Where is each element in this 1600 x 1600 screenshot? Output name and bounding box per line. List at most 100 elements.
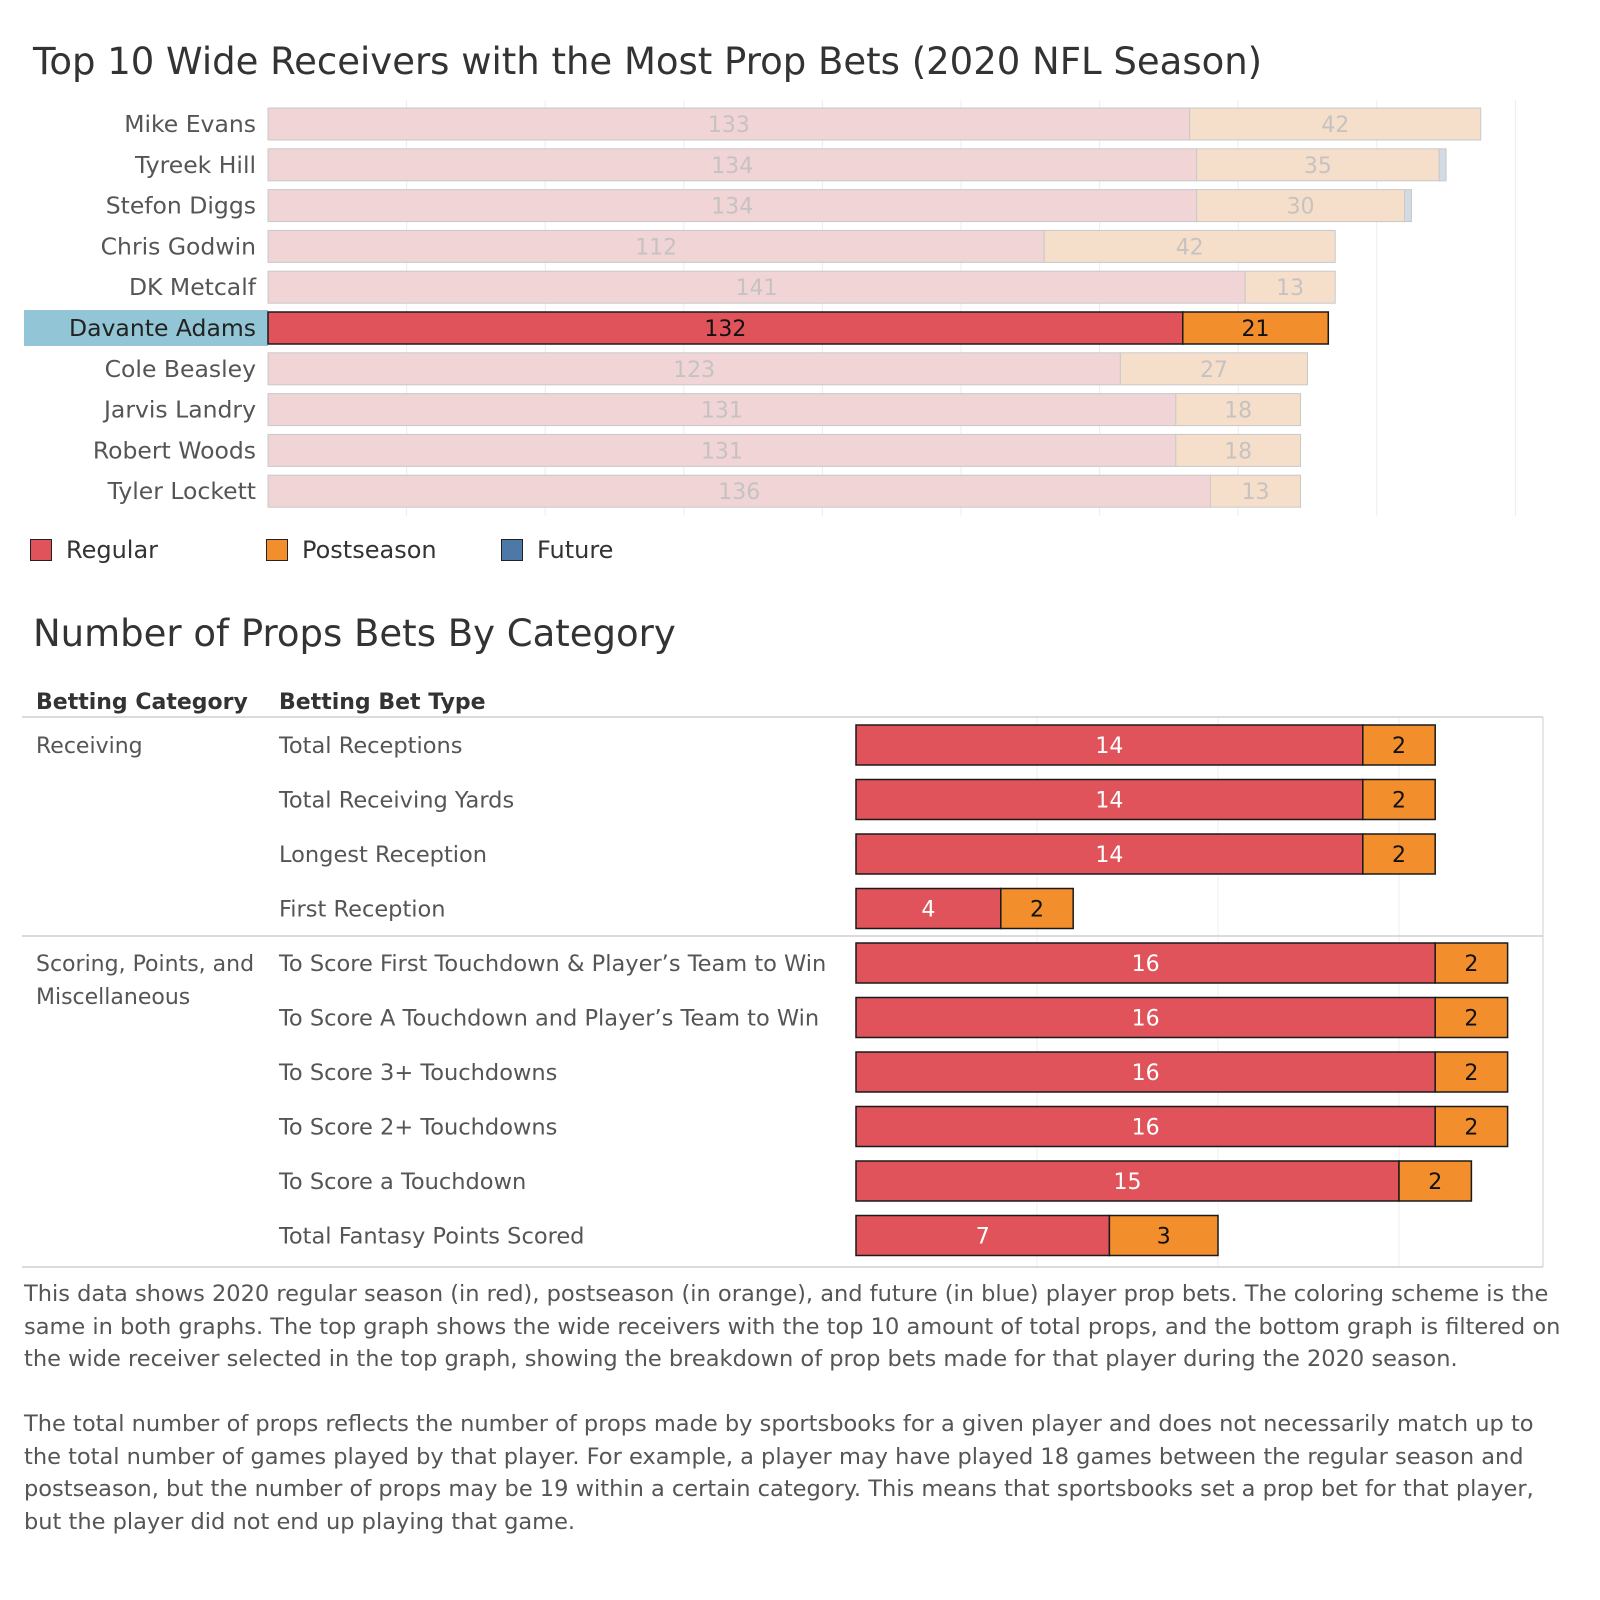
bar-postseason[interactable] [1362,724,1436,766]
bar-value-label: 4 [921,898,935,923]
bar-value-label: 18 [1224,399,1252,424]
bar-value-label: 13 [1242,480,1270,505]
bar-regular[interactable] [267,148,1198,182]
selected-row-highlight [24,310,268,346]
bar-value-label: 131 [701,399,743,424]
bar-regular[interactable] [855,887,1002,930]
legend-label-regular: Regular [66,536,159,564]
bar-regular[interactable] [855,996,1436,1039]
bar-value-label: 2 [1464,1061,1478,1086]
top-chart-title: Top 10 Wide Receivers with the Most Prop… [33,40,1263,83]
receiver-label[interactable]: Tyreek Hill [134,151,256,179]
bar-regular[interactable] [855,1105,1436,1148]
bottom-chart-title: Number of Props Bets By Category [33,612,676,655]
legend-label-future: Future [537,536,614,564]
bar-postseason[interactable] [1434,1105,1509,1148]
bar-regular[interactable] [855,942,1436,984]
bar-regular[interactable] [267,270,1246,304]
bar-value-label: 2 [1464,1116,1478,1141]
bar-future[interactable] [1404,189,1412,223]
bar-regular[interactable] [267,229,1045,263]
bar-value-label: 2 [1030,898,1044,923]
bar-value-label: 14 [1095,734,1123,759]
bar-postseason[interactable] [1182,311,1330,345]
legend-item-future[interactable]: Future [501,536,613,564]
bar-value-label: 21 [1242,317,1270,342]
bar-value-label: 7 [976,1225,990,1250]
bar-value-label: 13 [1276,276,1304,301]
bar-regular[interactable] [267,352,1121,386]
receiver-label[interactable]: Chris Godwin [101,232,256,260]
bar-value-label: 133 [708,113,750,138]
bet-type-label: To Score 3+ Touchdowns [278,1060,557,1086]
bar-postseason[interactable] [1108,1214,1219,1257]
bar-regular[interactable] [267,189,1198,223]
bet-type-label: To Score First Touchdown & Player’s Team… [278,951,826,977]
bar-postseason[interactable] [1398,1160,1473,1202]
receiver-label[interactable]: Stefon Diggs [106,192,256,220]
bar-postseason[interactable] [1244,270,1336,304]
bar-value-label: 123 [673,358,715,383]
description-paragraph-1: This data shows 2020 regular season (in … [24,1281,1561,1372]
bar-value-label: 16 [1132,1007,1160,1032]
bar-value-label: 112 [635,235,677,260]
receiver-label[interactable]: Cole Beasley [105,355,256,383]
bar-postseason[interactable] [1119,352,1309,386]
betting-category-label: Scoring, Points, and [36,952,254,977]
legend-swatch-regular [30,539,52,561]
bar-postseason[interactable] [1175,433,1302,467]
bar-value-label: 42 [1321,113,1349,138]
bar-value-label: 42 [1176,235,1204,260]
bar-value-label: 2 [1464,952,1478,977]
legend-item-regular[interactable]: Regular [30,536,158,564]
bar-value-label: 2 [1464,1007,1478,1032]
receiver-label[interactable]: DK Metcalf [129,273,257,301]
bar-postseason[interactable] [1434,1051,1509,1093]
bar-regular[interactable] [855,1051,1436,1093]
bar-postseason[interactable] [1189,107,1482,141]
receiver-label[interactable]: Robert Woods [93,436,256,464]
bar-postseason[interactable] [1362,833,1436,875]
bet-type-label: First Reception [279,897,446,923]
receiver-label[interactable]: Davante Adams [69,314,256,342]
bar-value-label: 16 [1132,952,1160,977]
legend-swatch-postseason [266,539,288,561]
bar-future[interactable] [1438,148,1447,182]
bet-type-label: Longest Reception [279,842,487,868]
receiver-label[interactable]: Tyler Lockett [107,477,256,505]
bar-value-label: 2 [1392,734,1406,759]
bar-regular[interactable] [267,433,1177,467]
header-betting-category: Betting Category [36,690,248,715]
bar-postseason[interactable] [1434,942,1509,984]
top-receivers-chart: Mike Evans 133 42 Tyreek Hill 134 35 Stefon Di… [24,100,1516,516]
bet-type-label: Total Fantasy Points Scored [278,1224,584,1250]
legend-label-postseason: Postseason [302,536,437,564]
bar-postseason[interactable] [1196,148,1440,182]
bar-postseason[interactable] [1043,229,1336,263]
bar-regular[interactable] [855,1214,1111,1257]
category-chart: Betting Category Betting Bet Type Receivin… [22,690,1544,1268]
bar-postseason[interactable] [1362,778,1436,821]
bar-value-label: 2 [1392,789,1406,814]
bar-regular[interactable] [267,393,1177,427]
bar-value-label: 15 [1114,1170,1142,1195]
bar-value-label: 30 [1287,195,1315,220]
bar-value-label: 14 [1095,843,1123,868]
bar-value-label: 27 [1200,358,1228,383]
bar-value-label: 141 [736,276,778,301]
bar-postseason[interactable] [1000,887,1074,930]
bar-value-label: 2 [1428,1170,1442,1195]
bar-postseason[interactable] [1209,474,1302,508]
bar-value-label: 131 [701,439,743,464]
bar-postseason[interactable] [1196,189,1406,223]
bar-regular[interactable] [855,724,1364,766]
betting-category-label: Receiving [36,734,143,759]
bar-postseason[interactable] [1175,393,1302,427]
bar-regular[interactable] [267,311,1184,345]
legend-item-postseason[interactable]: Postseason [266,536,437,564]
receiver-label[interactable]: Jarvis Landry [102,396,256,424]
bar-value-label: 16 [1132,1116,1160,1141]
bar-postseason[interactable] [1434,996,1509,1039]
receiver-label[interactable]: Mike Evans [124,110,256,138]
header-bet-type: Betting Bet Type [279,690,486,715]
